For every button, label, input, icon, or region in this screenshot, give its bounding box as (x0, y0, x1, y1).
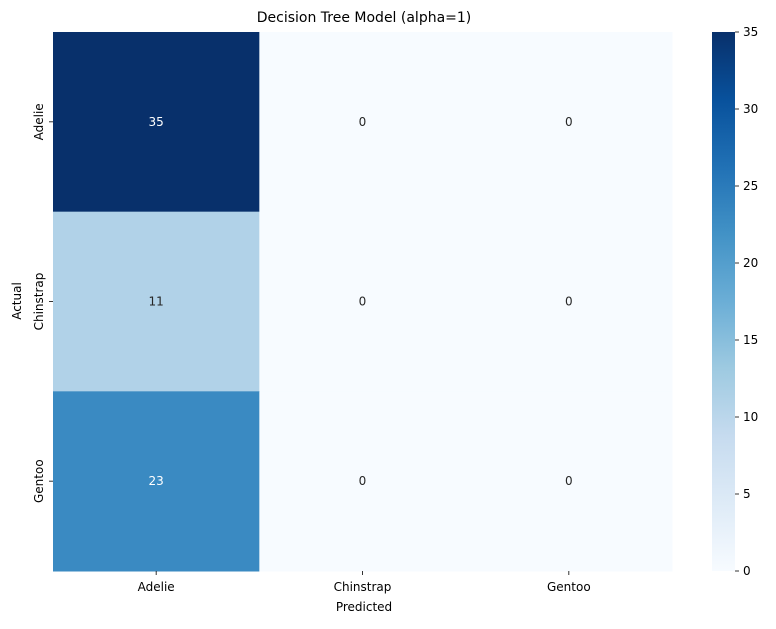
chart-title: Decision Tree Model (alpha=1) (257, 10, 472, 26)
colorbar-tick-label: 10 (743, 410, 758, 424)
cell-value-label: 0 (359, 295, 367, 309)
colorbar-tick-label: 5 (743, 487, 751, 501)
cell-value-label: 11 (149, 295, 164, 309)
cell-value-label: 0 (359, 115, 367, 129)
cell-value-label: 0 (565, 474, 573, 488)
colorbar-tick-label: 0 (743, 564, 751, 578)
cell-value-label: 23 (149, 474, 164, 488)
cell-value-label: 35 (149, 115, 164, 129)
x-tick-label: Chinstrap (334, 580, 392, 594)
colorbar-tick-label: 15 (743, 333, 758, 347)
y-axis-label: Actual (10, 282, 24, 320)
y-tick-label: Adelie (32, 103, 46, 140)
cell-value-label: 0 (565, 115, 573, 129)
colorbar-tick-label: 30 (743, 102, 758, 116)
colorbar-tick-label: 20 (743, 256, 758, 270)
y-tick-label: Gentoo (32, 459, 46, 503)
x-tick-label: Gentoo (547, 580, 591, 594)
x-axis-label: Predicted (336, 600, 392, 614)
y-tick-label: Chinstrap (32, 273, 46, 331)
colorbar-tick-label: 25 (743, 179, 758, 193)
colorbar-tick-label: 35 (743, 25, 758, 39)
x-tick-label: Adelie (138, 580, 175, 594)
cell-value-label: 0 (565, 295, 573, 309)
colorbar (712, 32, 735, 571)
cell-value-label: 0 (359, 474, 367, 488)
